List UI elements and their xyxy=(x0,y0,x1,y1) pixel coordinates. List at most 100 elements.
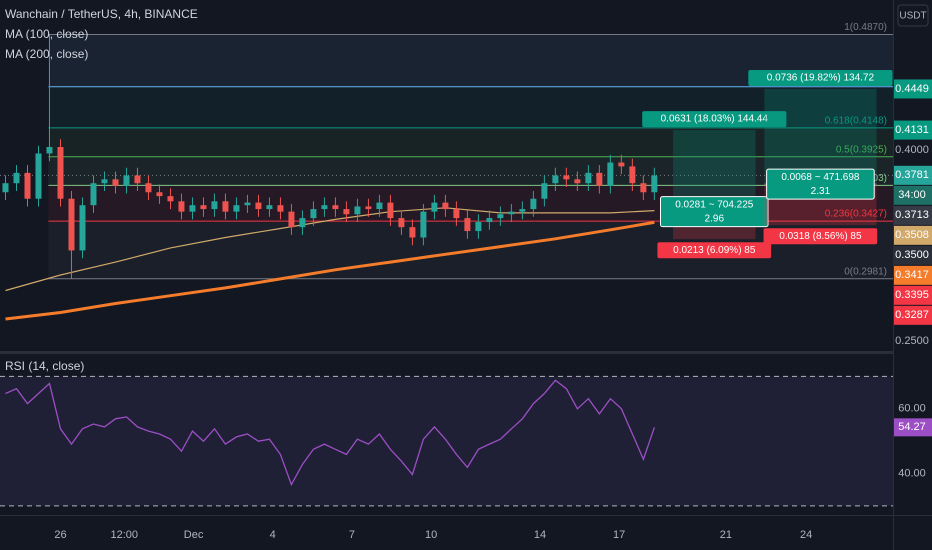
rsi-value: 54.27 xyxy=(898,421,926,433)
candle-body xyxy=(552,175,559,184)
price-label-box xyxy=(894,285,932,305)
profit-zone xyxy=(764,88,877,185)
price-label: 0.3417 xyxy=(895,269,929,281)
candle-body xyxy=(277,205,284,212)
time-tick-label: 12:00 xyxy=(111,529,139,541)
candle-body xyxy=(541,183,548,199)
time-tick-label: Dec xyxy=(184,529,204,541)
candle-body xyxy=(607,162,614,186)
time-tick-label: 14 xyxy=(534,529,546,541)
candle-body xyxy=(288,211,295,228)
time-tick-label: 21 xyxy=(720,529,732,541)
candle-body xyxy=(57,147,64,199)
time-tick-label: 7 xyxy=(349,529,355,541)
candle-body xyxy=(211,201,218,210)
rsi-tick-label: 40.00 xyxy=(898,467,926,479)
price-label: 0.4000 xyxy=(895,144,929,156)
fib-label: 1(0.4870) xyxy=(844,22,887,33)
price-label-box xyxy=(894,265,932,285)
candle-body xyxy=(178,201,185,212)
candle-body xyxy=(266,205,273,210)
target-label-box xyxy=(642,111,787,128)
candle-body xyxy=(79,205,86,251)
price-label-box xyxy=(894,79,932,99)
status-label: 2.96 xyxy=(705,213,725,224)
candle-body xyxy=(530,198,537,210)
candle-body xyxy=(574,179,581,184)
candle-body xyxy=(332,205,339,210)
time-tick-label: 26 xyxy=(54,529,66,541)
candle-body xyxy=(354,206,361,215)
candle-body xyxy=(2,183,9,193)
status-box xyxy=(659,196,769,228)
target-label-box xyxy=(748,69,893,86)
price-label-box xyxy=(894,165,932,185)
price-label: 0.3508 xyxy=(895,229,929,241)
fib-label: 0.5(0.3925) xyxy=(836,144,887,155)
price-label-box xyxy=(894,305,932,325)
fib-zone xyxy=(48,127,894,157)
stop-label-box xyxy=(763,228,878,245)
price-label: 0.3395 xyxy=(895,289,929,301)
candle-body xyxy=(376,202,383,210)
price-label: 0.3287 xyxy=(895,309,929,321)
time-tick-label: 17 xyxy=(613,529,625,541)
status-label: 2.31 xyxy=(811,186,831,197)
candle-body xyxy=(68,198,75,251)
candle-body xyxy=(398,218,405,228)
candle-body xyxy=(651,175,658,193)
candle-body xyxy=(35,153,42,199)
candle-body xyxy=(167,196,174,202)
fib-zone xyxy=(48,156,894,186)
candle-body xyxy=(596,172,603,186)
price-label: 0.4131 xyxy=(895,124,929,136)
currency-button[interactable] xyxy=(897,4,929,27)
target-label: 0.0736 (19.82%) 134.72 xyxy=(767,73,875,84)
candle-body xyxy=(629,166,636,184)
candle-body xyxy=(420,211,427,238)
candle-body xyxy=(442,202,449,210)
candle-body xyxy=(244,202,251,206)
currency-label[interactable]: USDT xyxy=(899,11,926,22)
price-label-box xyxy=(894,185,932,205)
candle-body xyxy=(640,183,647,193)
candle-body xyxy=(585,172,592,184)
time-tick-label: 10 xyxy=(425,529,437,541)
price-label-box xyxy=(894,245,932,265)
candle-body xyxy=(24,172,31,199)
moving-average xyxy=(5,207,655,292)
candle-body xyxy=(321,205,328,210)
price-label: 34:00 xyxy=(898,189,926,201)
stop-label: 0.0213 (6.09%) 85 xyxy=(673,245,756,256)
rsi-tick-label: 60.00 xyxy=(898,403,926,415)
time-tick-label: 24 xyxy=(800,529,812,541)
candle-body xyxy=(310,209,317,219)
candle-body xyxy=(497,214,504,219)
candle-body xyxy=(299,218,306,228)
price-label-box xyxy=(894,120,932,140)
candle-body xyxy=(387,202,394,219)
price-label: 0.2500 xyxy=(895,335,929,347)
fib-label: 0(0.2981) xyxy=(844,266,887,277)
target-label: 0.0631 (18.03%) 144.44 xyxy=(661,114,769,125)
status-box xyxy=(766,168,875,200)
status-label: 0.0068 ~ 471.698 xyxy=(781,172,860,183)
candle-body xyxy=(475,221,482,232)
rsi-line xyxy=(5,379,656,487)
candle-body xyxy=(486,218,493,222)
candle-body xyxy=(46,147,53,154)
candle-body xyxy=(123,175,130,186)
fib-label: 0.618(0.4148) xyxy=(825,116,887,127)
indicator-legend: MA (200, close) xyxy=(5,47,88,61)
candle-body xyxy=(156,192,163,197)
price-label-box xyxy=(894,205,932,225)
price-label: 0.4449 xyxy=(895,83,929,95)
candle-body xyxy=(563,175,570,180)
price-label: 0.3500 xyxy=(895,249,929,261)
candle-body xyxy=(453,209,460,219)
fib-label: 0.236(0.3427) xyxy=(825,209,887,220)
candle-body xyxy=(508,211,515,215)
